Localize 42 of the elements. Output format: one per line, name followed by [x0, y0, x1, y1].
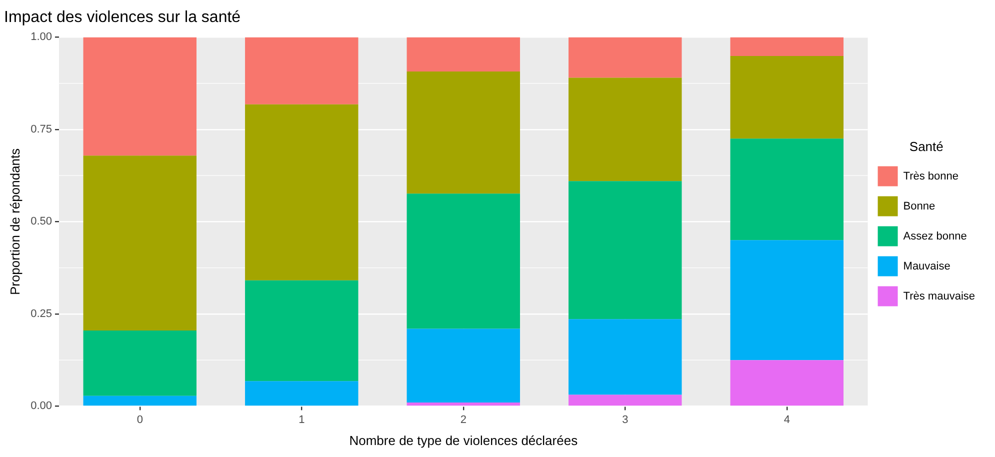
- bar: [406, 194, 520, 329]
- legend-label: Bonne: [903, 200, 936, 212]
- chart-title: Impact des violences sur la santé: [4, 9, 241, 26]
- bar: [730, 240, 844, 360]
- y-tick-label: 0.50: [30, 216, 52, 228]
- bar: [245, 37, 358, 104]
- bar: [245, 104, 358, 280]
- bar: [83, 156, 196, 331]
- x-tick-label: 1: [298, 414, 305, 426]
- bar: [568, 181, 682, 320]
- bar: [406, 402, 520, 406]
- legend-label: Assez bonne: [903, 230, 967, 242]
- bar: [568, 319, 682, 395]
- bar: [568, 78, 682, 182]
- legend-label: Très mauvaise: [903, 290, 976, 302]
- y-tick-label: 0.75: [30, 123, 52, 136]
- bar: [406, 328, 520, 403]
- bar: [730, 360, 844, 406]
- legend-label: Très bonne: [903, 170, 959, 182]
- bar: [406, 37, 520, 72]
- y-tick-label: 1.00: [30, 31, 52, 44]
- bar: [83, 37, 196, 156]
- bar: [83, 396, 196, 406]
- x-tick-label: 3: [622, 414, 628, 426]
- bar: [730, 37, 844, 56]
- bar: [406, 72, 520, 194]
- x-tick-label: 0: [136, 414, 143, 426]
- y-tick-label: 0.25: [30, 308, 52, 320]
- y-tick-label: 0.00: [30, 400, 52, 412]
- x-tick-label: 4: [784, 414, 790, 426]
- bar: [730, 56, 844, 139]
- bar: [83, 330, 196, 396]
- bar: [568, 394, 682, 406]
- bar: [730, 138, 844, 240]
- x-tick-label: 2: [460, 414, 466, 426]
- bar: [245, 280, 358, 382]
- legend-title: Santé: [909, 138, 944, 154]
- bar: [568, 37, 682, 78]
- bar: [245, 381, 358, 406]
- x-axis-title: Nombre de type de violences déclarées: [349, 432, 578, 448]
- y-axis-title: Proportion de répondants: [7, 148, 22, 296]
- legend-label: Mauvaise: [903, 260, 950, 272]
